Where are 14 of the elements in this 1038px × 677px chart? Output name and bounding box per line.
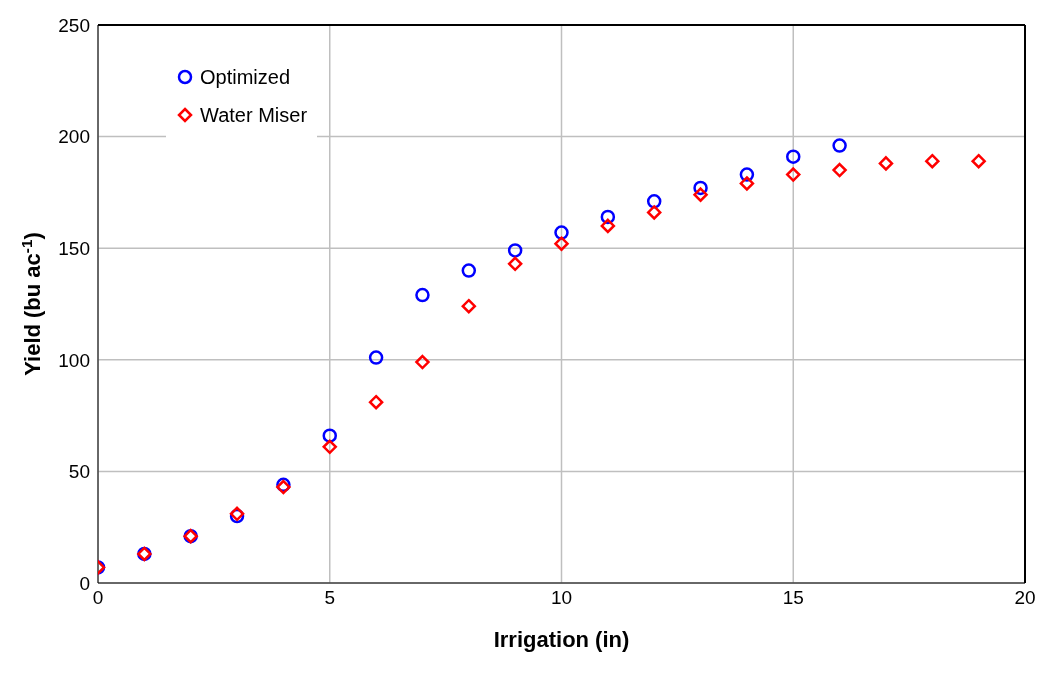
x-tick-label: 20 <box>1014 587 1036 609</box>
legend-label: Water Miser <box>200 103 308 128</box>
y-tick-label: 0 <box>79 572 90 594</box>
x-tick-label: 5 <box>324 587 336 609</box>
y-tick-label: 50 <box>68 461 90 483</box>
y-tick-label: 100 <box>58 349 90 371</box>
x-tick-label: 15 <box>782 587 804 609</box>
x-axis-title: Irrigation (in) <box>493 627 630 652</box>
y-tick-label: 150 <box>58 237 90 259</box>
x-tick-label: 10 <box>550 587 573 609</box>
legend-label: Optimized <box>200 65 291 90</box>
y-tick-label: 200 <box>58 126 90 148</box>
y-tick-label: 250 <box>58 14 90 36</box>
x-tick-label: 0 <box>92 587 104 609</box>
